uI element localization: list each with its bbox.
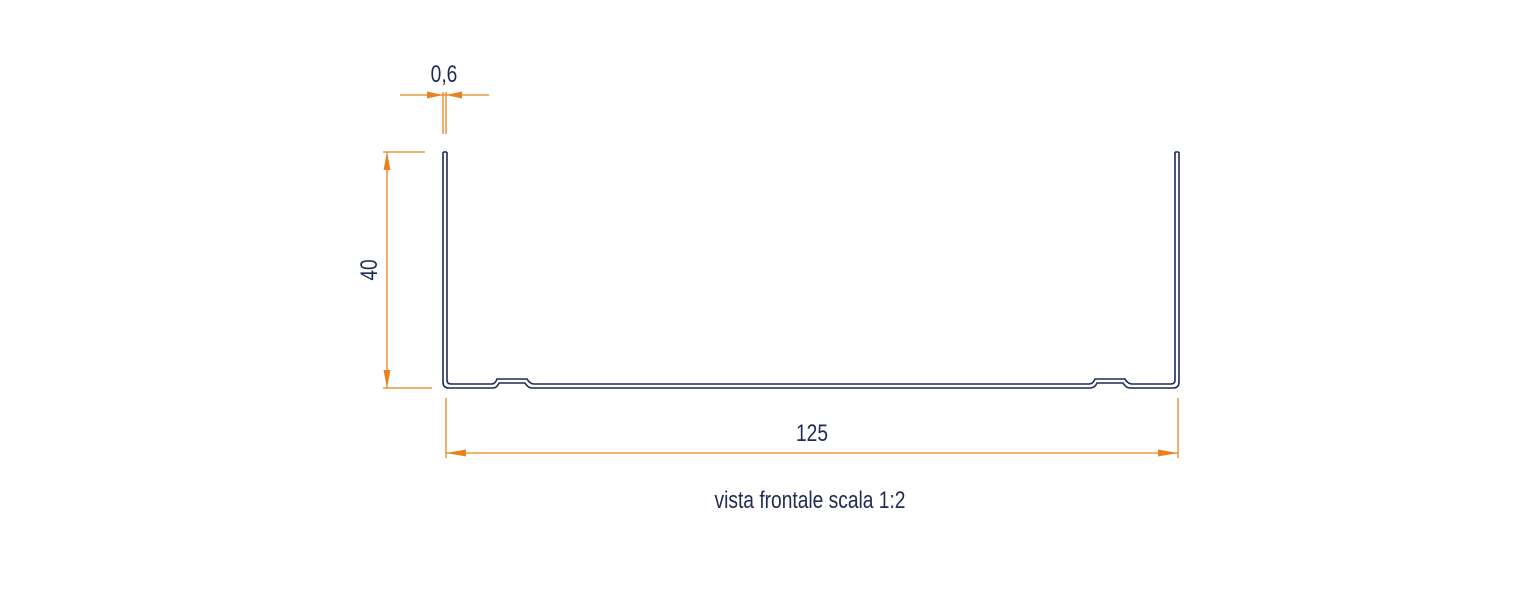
thickness-dimension	[400, 91, 489, 134]
width-dimension	[445, 398, 1179, 458]
height-dimension	[383, 151, 432, 389]
profile-inner	[446, 152, 1176, 385]
profile-outer	[442, 152, 1180, 389]
height-label: 40	[355, 259, 383, 280]
width-label: 125	[796, 419, 828, 447]
thickness-label: 0,6	[431, 60, 458, 88]
caption: vista frontale scala 1:2	[715, 486, 906, 514]
